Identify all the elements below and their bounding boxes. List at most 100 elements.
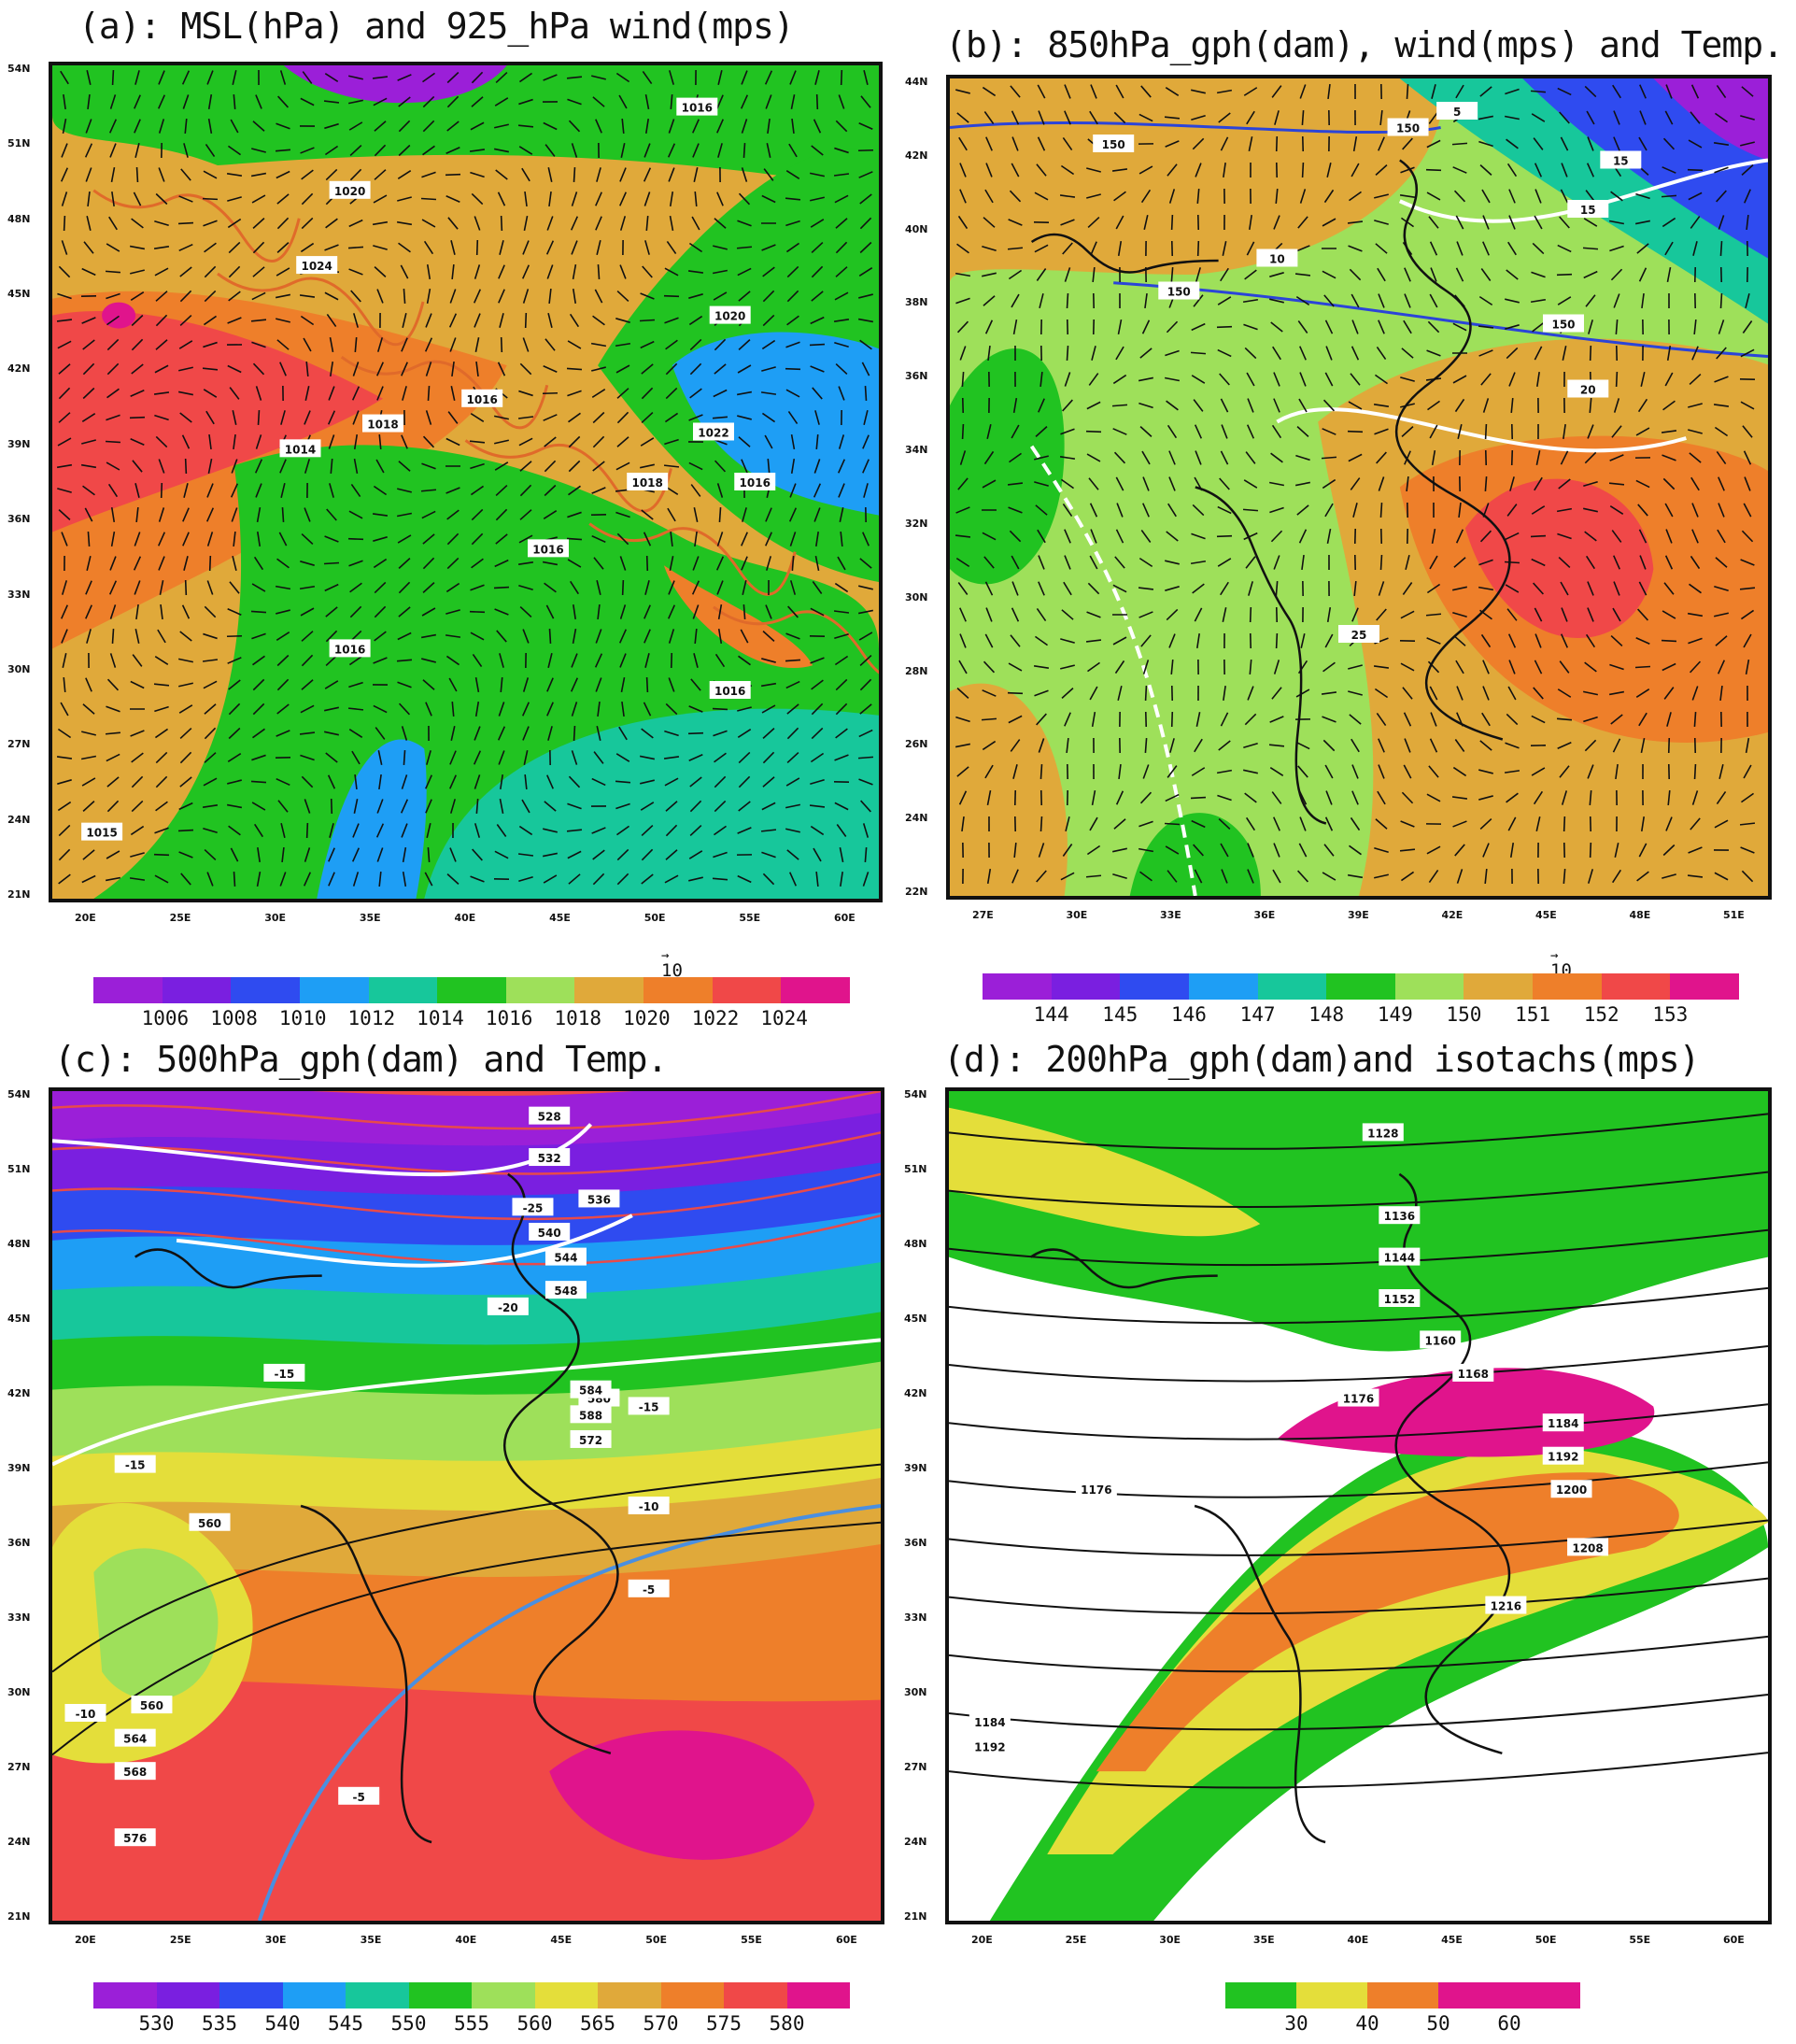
wind-vector [1168, 476, 1176, 491]
wind-vector [353, 433, 359, 450]
wind-vector [1039, 293, 1044, 308]
wind-vector [106, 705, 120, 713]
wind-vector [616, 532, 629, 546]
wind-vector [521, 167, 530, 182]
wind-vector [591, 389, 606, 398]
wind-vector [834, 655, 849, 666]
wind-vector [1484, 423, 1488, 440]
wind-vector [1116, 503, 1124, 518]
wind-vector [81, 439, 96, 445]
wind-vector [106, 362, 120, 376]
coastline [1030, 233, 1219, 274]
wind-vector [329, 361, 334, 377]
wind-vector [1426, 139, 1441, 149]
wind-vector [1663, 687, 1675, 700]
wind-vector [567, 559, 582, 568]
wind-vector [864, 846, 868, 863]
wind-vector [1481, 712, 1491, 727]
wind-vector [1456, 869, 1464, 884]
wind-vector [1299, 372, 1307, 387]
wind-vector [1060, 872, 1075, 881]
wind-vector [1378, 476, 1385, 491]
lat-tick-label: 34N [905, 444, 928, 457]
wind-vector [1064, 712, 1071, 727]
wind-vector [1507, 686, 1517, 701]
wind-vector [86, 216, 92, 231]
wind-vector [373, 657, 388, 664]
wind-vector [232, 70, 237, 85]
wind-vector [567, 98, 582, 106]
wind-vector [1455, 529, 1464, 544]
wind-vector [1634, 665, 1651, 669]
wind-vector [1505, 742, 1520, 749]
wind-vector [1349, 714, 1362, 725]
wind-vector [1350, 477, 1361, 490]
wind-vector [324, 122, 339, 130]
wind-vector [471, 96, 484, 107]
wind-vector [130, 291, 145, 301]
wind-vector [1011, 110, 1020, 125]
wind-vector [566, 829, 583, 832]
wind-vector [810, 752, 825, 763]
wind-vector [61, 143, 68, 158]
height-contour [949, 1403, 1768, 1441]
wind-vector [763, 168, 774, 181]
wind-vector [1587, 869, 1594, 884]
wind-vector [349, 168, 362, 181]
wind-vector [208, 433, 212, 450]
colorbar-swatch [472, 1982, 535, 2009]
wind-vector [1740, 348, 1755, 358]
wind-vector [573, 725, 576, 742]
wind-vector [737, 415, 752, 420]
wind-vector [668, 677, 675, 692]
wind-vector [1375, 243, 1388, 254]
wind-vector [132, 654, 143, 667]
wind-vector [470, 632, 485, 641]
wind-vector [761, 658, 776, 663]
lat-tick-label: 36N [905, 370, 928, 383]
wind-vector [1588, 319, 1593, 334]
wind-vector [592, 435, 605, 448]
wind-vector [1060, 164, 1075, 176]
wind-vector [786, 315, 799, 326]
wind-vector [785, 389, 800, 398]
wind-vector [1608, 482, 1625, 486]
contour-label-bg [570, 1405, 612, 1424]
wind-vector [279, 70, 287, 85]
wind-vector [1115, 529, 1124, 544]
wind-vector [762, 631, 775, 642]
wind-vector [1243, 87, 1258, 96]
wind-vector [1718, 503, 1725, 518]
wind-vector [474, 726, 481, 741]
wind-vector [205, 410, 215, 425]
wind-vector [546, 264, 554, 279]
height-contour [949, 1113, 1768, 1150]
wind-vector [615, 753, 630, 762]
wind-vector [1036, 163, 1047, 177]
contour-label-bg [114, 1828, 156, 1847]
wind-vector [1430, 267, 1437, 282]
wind-vector [810, 825, 825, 836]
wind-vector [1584, 661, 1597, 673]
wind-vector [252, 241, 265, 254]
wind-vector [203, 389, 218, 398]
wind-vector [58, 412, 71, 423]
lon-tick-label: 60E [836, 1934, 857, 1946]
wind-vector [1610, 268, 1623, 281]
wind-vector [958, 790, 968, 805]
wind-vector [1556, 507, 1573, 513]
wind-vector [1139, 348, 1153, 359]
wind-vector [471, 508, 484, 521]
wind-vector [1220, 136, 1229, 151]
wind-vector [740, 629, 749, 644]
wind-vector [396, 220, 413, 226]
wind-vector [1141, 319, 1151, 334]
colorbar-label: 1020 [623, 1007, 671, 1029]
wind-vector [1007, 691, 1024, 695]
wind-vector [620, 676, 626, 693]
wind-vector [178, 682, 193, 688]
wind-vector [858, 122, 873, 130]
wind-vector [82, 387, 95, 400]
height-ridge-580 [549, 1730, 815, 1860]
wind-vector [543, 510, 558, 519]
